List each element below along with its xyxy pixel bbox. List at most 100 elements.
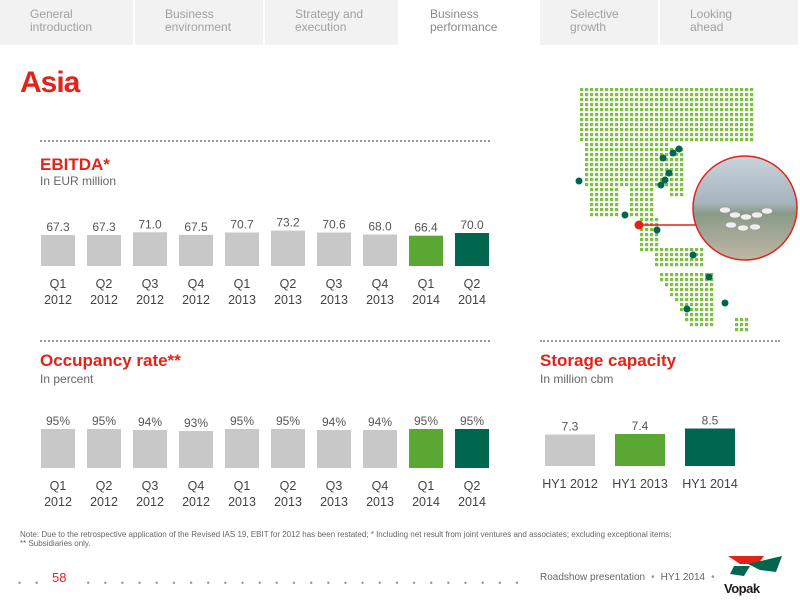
category-label: Q1 bbox=[234, 277, 251, 291]
map-dot bbox=[680, 248, 684, 252]
map-dot bbox=[615, 93, 619, 97]
category-label: 2013 bbox=[320, 293, 348, 307]
map-dot bbox=[590, 188, 594, 192]
map-dot bbox=[690, 308, 694, 312]
map-dot bbox=[655, 138, 659, 142]
map-dot bbox=[740, 133, 744, 137]
map-dot bbox=[600, 118, 604, 122]
map-dot bbox=[695, 263, 699, 267]
map-dot bbox=[620, 113, 624, 117]
nav-tab-3[interactable]: Business performance bbox=[400, 0, 540, 45]
map-dot bbox=[630, 153, 634, 157]
footer-dots: •••••••••••••••••••••••••••••••••••• bbox=[18, 578, 518, 588]
map-dot bbox=[590, 178, 594, 182]
map-dot bbox=[600, 158, 604, 162]
map-dot bbox=[600, 108, 604, 112]
nav-tab-0[interactable]: General introduction bbox=[0, 0, 135, 45]
map-dot bbox=[620, 98, 624, 102]
map-dot bbox=[720, 108, 724, 112]
map-dot bbox=[630, 128, 634, 132]
bar-value-label: 93% bbox=[184, 416, 208, 430]
map-dot bbox=[655, 253, 659, 257]
nav-tab-1[interactable]: Business environment bbox=[135, 0, 265, 45]
occupancy-subtitle: In percent bbox=[40, 372, 94, 386]
map-dot bbox=[655, 173, 659, 177]
map-dot bbox=[740, 128, 744, 132]
nav-tab-2[interactable]: Strategy and execution bbox=[265, 0, 400, 45]
bar bbox=[271, 429, 305, 468]
map-dot bbox=[645, 228, 649, 232]
map-dot bbox=[700, 278, 704, 282]
map-dot bbox=[660, 143, 664, 147]
map-dot bbox=[695, 283, 699, 287]
map-dot bbox=[685, 103, 689, 107]
map-dot bbox=[605, 118, 609, 122]
map-dot bbox=[645, 113, 649, 117]
map-dot bbox=[610, 148, 614, 152]
map-dot bbox=[710, 108, 714, 112]
map-dot bbox=[665, 148, 669, 152]
map-dot bbox=[720, 128, 724, 132]
map-dot bbox=[670, 263, 674, 267]
map-dot bbox=[640, 218, 644, 222]
ebitda-subtitle: In EUR million bbox=[40, 174, 117, 188]
map-dot bbox=[695, 323, 699, 327]
map-dot bbox=[750, 88, 754, 92]
map-dot bbox=[640, 213, 644, 217]
map-dot bbox=[645, 128, 649, 132]
map-dot bbox=[590, 198, 594, 202]
nav-tab-5[interactable]: Looking ahead bbox=[660, 0, 800, 45]
section-divider bbox=[40, 140, 490, 142]
map-dot bbox=[690, 258, 694, 262]
map-dot bbox=[585, 118, 589, 122]
map-dot bbox=[690, 93, 694, 97]
map-dot bbox=[685, 283, 689, 287]
map-dot bbox=[665, 263, 669, 267]
map-dot bbox=[585, 158, 589, 162]
map-dot bbox=[745, 323, 749, 327]
map-dot bbox=[745, 88, 749, 92]
map-dot bbox=[610, 118, 614, 122]
map-dot bbox=[615, 188, 619, 192]
map-dot bbox=[605, 113, 609, 117]
map-dot bbox=[630, 98, 634, 102]
map-dot bbox=[750, 133, 754, 137]
map-dot bbox=[590, 213, 594, 217]
map-dot bbox=[710, 298, 714, 302]
map-dot bbox=[655, 248, 659, 252]
map-dot bbox=[690, 118, 694, 122]
map-dot bbox=[610, 183, 614, 187]
bar bbox=[455, 429, 489, 468]
map-dot bbox=[655, 233, 659, 237]
map-dot bbox=[670, 118, 674, 122]
map-dot bbox=[675, 288, 679, 292]
map-dot bbox=[635, 128, 639, 132]
map-dot bbox=[700, 273, 704, 277]
map-dot bbox=[595, 208, 599, 212]
map-dot bbox=[720, 88, 724, 92]
map-dot bbox=[685, 278, 689, 282]
map-dot bbox=[700, 308, 704, 312]
map-dot bbox=[675, 248, 679, 252]
map-dot bbox=[675, 133, 679, 137]
category-label: Q4 bbox=[372, 479, 389, 493]
map-dot bbox=[690, 273, 694, 277]
map-dot bbox=[635, 133, 639, 137]
map-dot bbox=[690, 323, 694, 327]
chart-svg: 95% Q1 2012 95% Q2 2012 94% Q3 2012 93% Q4 2012 95% Q… bbox=[41, 414, 489, 509]
bar-value-label: 7.3 bbox=[562, 420, 579, 434]
map-dot bbox=[700, 293, 704, 297]
map-dot bbox=[595, 88, 599, 92]
map-dot bbox=[725, 113, 729, 117]
map-dot bbox=[660, 248, 664, 252]
tank-shape bbox=[729, 211, 741, 219]
category-label: Q2 bbox=[280, 277, 297, 291]
map-dot bbox=[635, 178, 639, 182]
map-dot bbox=[715, 98, 719, 102]
map-dot bbox=[615, 98, 619, 102]
map-dot bbox=[640, 108, 644, 112]
map-dot bbox=[655, 133, 659, 137]
nav-tab-4[interactable]: Selective growth bbox=[540, 0, 660, 45]
category-label: Q3 bbox=[142, 277, 159, 291]
map-dot bbox=[595, 128, 599, 132]
